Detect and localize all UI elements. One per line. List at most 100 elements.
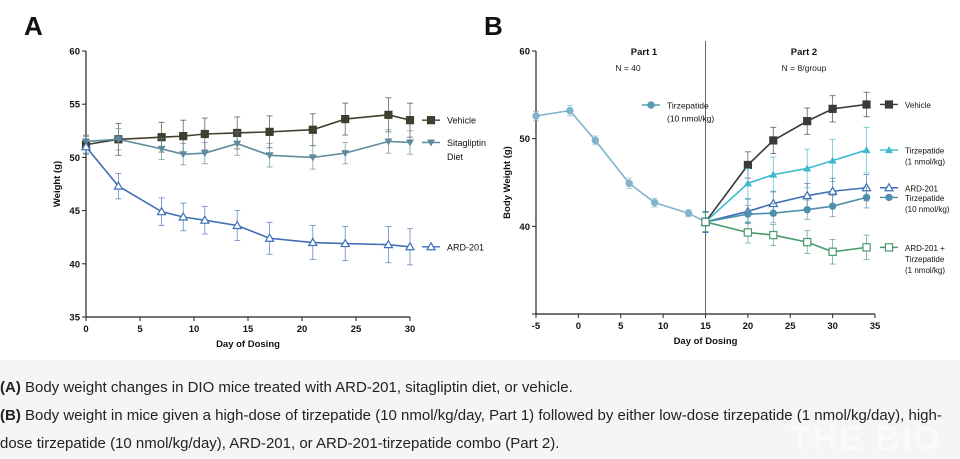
data-point — [566, 106, 574, 115]
chart-a: 35 40 45 50 55 60 0 5 10 15 20 25 30 Day of Dosing Wei… — [52, 47, 486, 351]
data-point — [862, 243, 871, 252]
legend-label: ARD-201 — [447, 242, 484, 252]
legend-swatch-marker — [883, 182, 895, 192]
x-tick-label: 20 — [297, 324, 308, 335]
data-point — [625, 179, 633, 188]
data-point — [404, 241, 416, 251]
series-tirzepatide-10-nmol-kg-: Tirzepatide (10 nmol/kg) — [701, 186, 950, 232]
data-point — [743, 228, 753, 237]
caption-a-text: Body weight changes in DIO mice treated … — [20, 379, 573, 396]
data-point — [803, 164, 812, 172]
data-point — [803, 117, 812, 126]
series-sitagliptin-diet: Sitagliptin Diet — [82, 128, 486, 170]
data-point — [803, 205, 811, 214]
data-point — [769, 136, 778, 145]
y-axis-label: Body Weight (g) — [502, 146, 513, 219]
data-point — [862, 193, 871, 202]
data-point — [802, 237, 812, 247]
x-axis-label: Day of Dosing — [216, 339, 280, 350]
legend-label: Tirzepatide — [905, 255, 945, 264]
data-point — [264, 233, 275, 242]
data-point — [157, 145, 166, 153]
legend-label: (10 nmol/kg) — [905, 205, 950, 214]
series-ard-201: ARD-201 — [700, 174, 938, 233]
x-tick-label: 25 — [785, 321, 796, 332]
series-ard-201-tirzepatide-1-nmol-kg-: ARD-201 + Tirzepatide (1 nmol/kg) — [701, 211, 945, 275]
data-point — [769, 209, 777, 217]
caption-a-line: (A) Body weight changes in DIO mice trea… — [0, 374, 950, 402]
caption-a-prefix: (A) — [0, 379, 21, 396]
series-line — [705, 186, 867, 223]
legend-label: ARD-201 + — [905, 244, 945, 253]
x-axis-label: Day of Dosing — [674, 336, 738, 347]
data-point — [828, 104, 837, 113]
part2-n: N = 8/group — [782, 63, 827, 73]
data-point — [307, 237, 318, 247]
x-tick-label: 15 — [700, 321, 711, 332]
data-point — [178, 211, 189, 221]
series-line — [704, 103, 867, 223]
x-tick-label: 5 — [618, 321, 624, 332]
x-tick-label: 10 — [189, 324, 200, 335]
y-axis-label: Weight (g) — [52, 161, 63, 207]
legend-label: Tirzepatide — [667, 101, 709, 111]
data-point — [828, 202, 837, 210]
figure-panel: A B 35 40 45 50 55 60 0 5 10 15 20 25 30 Day of Dosin… — [0, 0, 960, 360]
data-point — [200, 129, 209, 139]
data-point — [113, 180, 124, 190]
data-point — [383, 239, 394, 249]
data-point — [827, 186, 838, 195]
series-line — [704, 149, 867, 223]
y-tick-label: 45 — [69, 206, 80, 217]
data-point — [769, 170, 778, 178]
data-point — [200, 150, 209, 158]
data-point — [179, 151, 188, 159]
data-point — [828, 247, 837, 256]
caption-b-prefix: (B) — [0, 407, 21, 424]
data-point — [701, 217, 710, 227]
y-tick-label: 55 — [69, 100, 80, 111]
data-point — [199, 214, 210, 224]
legend-label: Tirzepatide — [905, 194, 945, 203]
data-point — [80, 141, 92, 151]
legend-label: Vehicle — [447, 116, 476, 126]
data-point — [308, 154, 317, 162]
series-vehicle: Vehicle — [81, 97, 476, 156]
part2-title: Part 2 — [791, 47, 817, 58]
legend-swatch-marker — [885, 193, 893, 202]
part1-n: N = 40 — [615, 63, 641, 73]
data-point — [384, 110, 393, 119]
x-tick-label: 5 — [137, 324, 143, 335]
legend-label: Sitagliptin — [447, 138, 486, 148]
legend-label: Diet — [447, 152, 464, 162]
data-point — [156, 206, 167, 216]
y-tick-label: 50 — [69, 153, 80, 164]
x-tick-label: 20 — [743, 321, 754, 332]
x-tick-label: 0 — [83, 324, 88, 335]
data-point — [862, 100, 871, 109]
data-point — [591, 136, 600, 145]
data-point — [341, 150, 350, 158]
legend-label: Tirzepatide — [905, 147, 945, 156]
data-point — [828, 156, 837, 164]
data-point — [650, 198, 659, 207]
x-tick-label: 25 — [351, 324, 362, 335]
y-tick-label: 50 — [519, 134, 530, 145]
data-point — [532, 112, 540, 120]
part1-legend: Tirzepatide (10 nmol/kg) — [642, 101, 714, 124]
y-tick-label: 60 — [69, 47, 80, 58]
chart-b: 40 50 60 -5 0 5 10 15 20 25 30 35 Day of Dosing Body … — [502, 41, 950, 347]
data-point — [265, 127, 274, 136]
y-tick-label: 60 — [519, 47, 530, 58]
series-line — [85, 138, 411, 159]
data-point — [862, 146, 871, 154]
series-vehicle: Vehicle — [701, 91, 931, 233]
x-tick-label: 35 — [870, 321, 881, 332]
legend-swatch-marker — [426, 116, 436, 125]
legend-label: (10 nmol/kg) — [667, 114, 714, 124]
legend-swatch-marker — [427, 139, 435, 147]
x-tick-label: 30 — [827, 321, 838, 332]
legend-swatch-marker — [884, 100, 894, 109]
data-point — [406, 139, 414, 147]
